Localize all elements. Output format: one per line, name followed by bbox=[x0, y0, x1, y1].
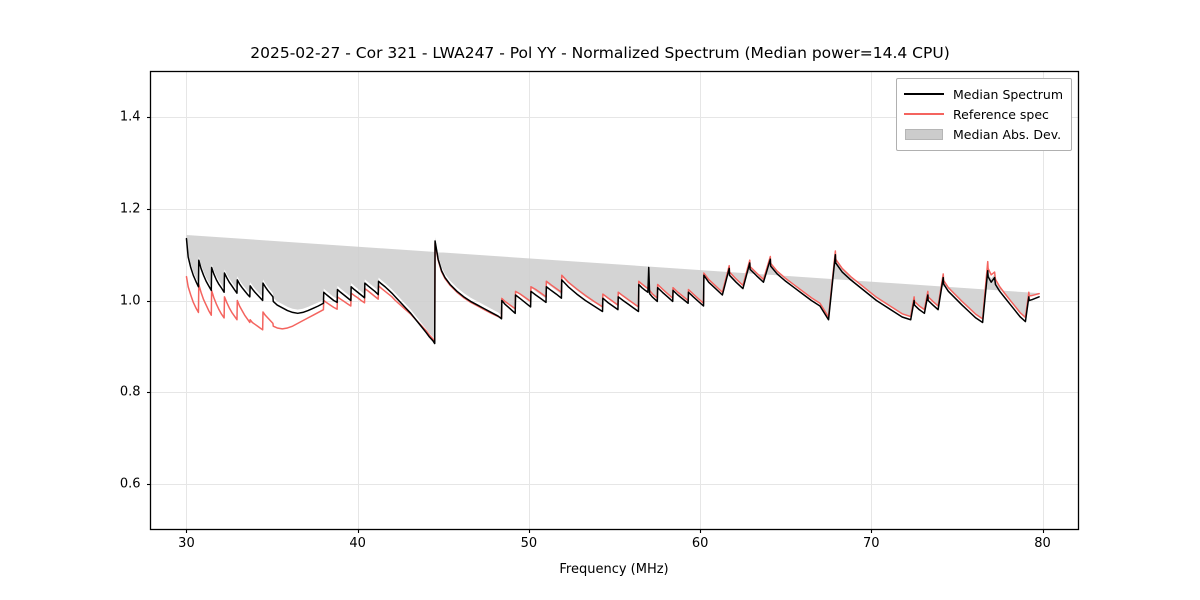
legend-label-median-spectrum: Median Spectrum bbox=[953, 86, 1064, 102]
y-tick-label: 0.8 bbox=[119, 384, 141, 400]
axes-frame bbox=[149, 70, 1080, 531]
median-abs-dev-band bbox=[186, 235, 1040, 340]
legend-item-median-spectrum: Median Spectrum bbox=[904, 84, 1064, 104]
legend: Median Spectrum Reference spec Median Ab… bbox=[896, 78, 1072, 151]
legend-swatch-reference-spec bbox=[904, 107, 944, 121]
x-tick-label: 40 bbox=[349, 536, 366, 551]
axis-ticks bbox=[147, 116, 1045, 533]
page-title: 2025-02-27 - Cor 321 - LWA247 - Pol YY -… bbox=[250, 44, 950, 62]
y-tick-label: 1.4 bbox=[119, 109, 141, 125]
x-tick-label: 70 bbox=[863, 536, 880, 551]
legend-item-reference-spec: Reference spec bbox=[904, 104, 1064, 124]
legend-item-median-abs-dev: Median Abs. Dev. bbox=[904, 124, 1064, 144]
x-tick-label: 50 bbox=[520, 536, 538, 551]
x-tick-label: 80 bbox=[1034, 536, 1051, 551]
x-axis-label: Frequency (MHz) bbox=[559, 562, 669, 577]
legend-label-median-abs-dev: Median Abs. Dev. bbox=[953, 126, 1062, 142]
y-tick-label: 0.6 bbox=[119, 476, 141, 492]
gridlines bbox=[150, 71, 1079, 530]
legend-swatch-median-spectrum bbox=[904, 87, 944, 101]
median-spectrum-line bbox=[185, 237, 1040, 345]
y-tick-label: 1.0 bbox=[119, 293, 141, 308]
x-tick-label: 30 bbox=[178, 536, 195, 551]
x-tick-label: 60 bbox=[691, 536, 709, 551]
legend-label-reference-spec: Reference spec bbox=[953, 106, 1049, 122]
y-tick-label: 1.2 bbox=[119, 201, 141, 217]
legend-swatch-median-abs-dev bbox=[904, 127, 944, 141]
